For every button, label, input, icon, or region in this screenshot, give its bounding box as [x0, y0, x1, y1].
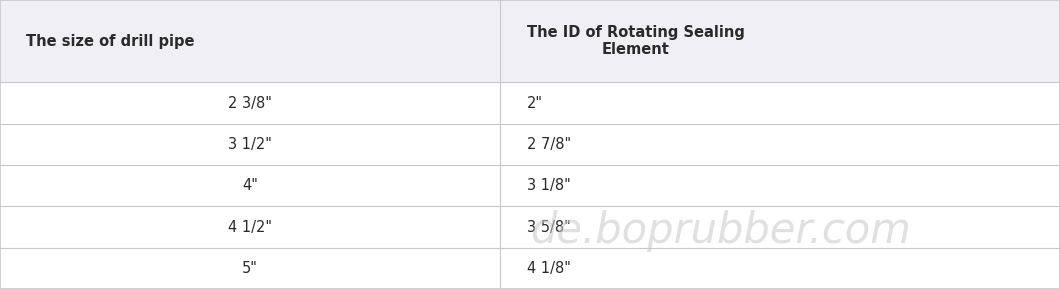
Text: 4 1/8": 4 1/8": [527, 261, 570, 276]
Bar: [0, 248, 1060, 289]
Bar: [0, 165, 1060, 206]
Text: The ID of Rotating Sealing
Element: The ID of Rotating Sealing Element: [527, 25, 745, 58]
Text: 3 1/8": 3 1/8": [527, 178, 570, 193]
Bar: [0, 124, 1060, 165]
Text: 4 1/2": 4 1/2": [228, 220, 272, 234]
Text: de.boprubber.com: de.boprubber.com: [530, 210, 912, 252]
Text: 2": 2": [527, 96, 543, 110]
Text: 5": 5": [243, 261, 258, 276]
Text: 2 3/8": 2 3/8": [228, 96, 272, 110]
Text: The size of drill pipe: The size of drill pipe: [26, 34, 195, 49]
Bar: [0, 0, 1060, 82]
Bar: [0, 206, 1060, 248]
Bar: [0, 82, 1060, 124]
Text: 3 1/2": 3 1/2": [228, 137, 272, 152]
Text: 4": 4": [243, 178, 258, 193]
Text: 2 7/8": 2 7/8": [527, 137, 571, 152]
Text: 3 5/8": 3 5/8": [527, 220, 570, 234]
